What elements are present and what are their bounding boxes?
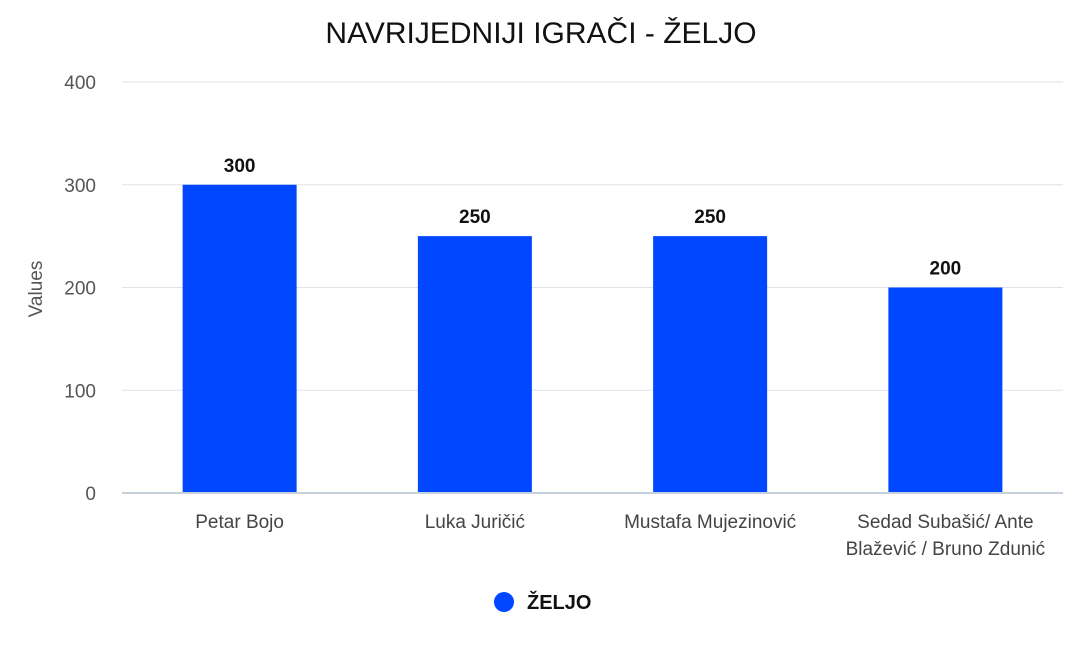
y-tick-label: 200 — [64, 279, 96, 300]
bar[interactable] — [417, 236, 532, 493]
data-labels: 300 250 250 200 — [224, 156, 961, 280]
x-axis-categories: Petar Bojo Luka Juričić Mustafa Mujezinovi… — [195, 512, 1045, 560]
y-tick-label: 300 — [64, 176, 96, 197]
data-label: 250 — [459, 207, 491, 228]
y-tick-label: 100 — [64, 381, 96, 402]
bars — [182, 184, 1003, 494]
bar[interactable] — [653, 236, 768, 493]
y-tick-label: 400 — [64, 73, 96, 94]
x-category-label: Petar Bojo — [195, 512, 284, 533]
x-category-label: Mustafa Mujezinović — [624, 512, 796, 533]
legend-label: ŽELJO — [527, 590, 591, 614]
y-axis-title: Values — [26, 261, 47, 318]
bar[interactable] — [182, 184, 297, 493]
x-category-label: Luka Juričić — [425, 512, 525, 533]
x-category-label: Blažević / Bruno Zdunić — [846, 539, 1046, 560]
data-label: 250 — [694, 207, 726, 228]
chart-title: NAVRIJEDNIJI IGRAČI - ŽELJO — [325, 16, 756, 50]
x-category-label: Sedad Subašić/ Ante — [857, 512, 1033, 533]
bar[interactable] — [888, 287, 1003, 494]
legend[interactable]: ŽELJO — [494, 590, 591, 614]
legend-marker-icon — [494, 592, 514, 612]
y-axis-ticks: 0 100 200 300 400 — [64, 73, 96, 505]
y-tick-label: 0 — [85, 484, 96, 505]
data-label: 300 — [224, 156, 256, 177]
data-label: 200 — [930, 259, 962, 280]
